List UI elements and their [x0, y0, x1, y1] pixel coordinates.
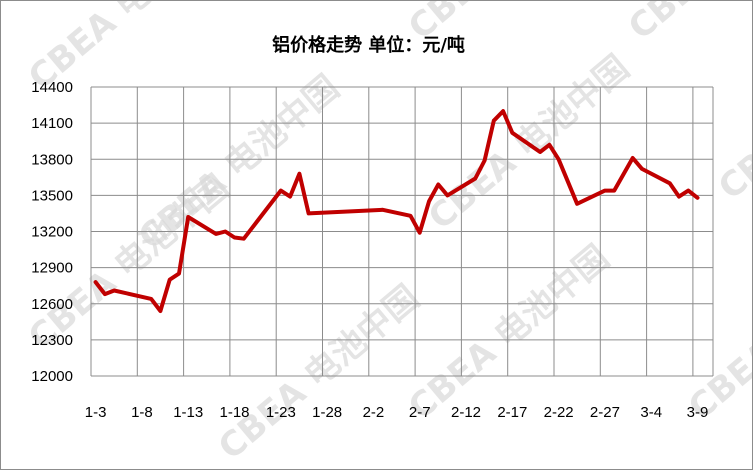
x-tick-label: 1-8 — [131, 404, 153, 421]
x-tick-label: 3-9 — [687, 404, 709, 421]
x-tick-label: 2-12 — [451, 404, 481, 421]
x-tick-label: 1-3 — [85, 404, 107, 421]
y-tick-label: 14100 — [31, 115, 73, 132]
y-tick-label: 12300 — [31, 332, 73, 349]
x-tick-label: 2-7 — [409, 404, 431, 421]
watermark-text: CBEA 电池中国 — [681, 238, 752, 428]
y-tick-label: 13500 — [31, 187, 73, 204]
x-tick-label: 1-13 — [173, 404, 203, 421]
watermark-text: CBEA 电池中国 — [711, 18, 752, 208]
x-tick-label: 3-4 — [640, 404, 662, 421]
watermark-text: CBEA 电池中国 — [401, 238, 617, 428]
series-layer — [93, 109, 700, 313]
watermark-text: CBEA 电池中国 — [621, 1, 752, 48]
y-tick-label: 13800 — [31, 151, 73, 168]
x-tick-label: 2-22 — [544, 404, 574, 421]
x-tick-label: 2-2 — [363, 404, 385, 421]
y-tick-label: 12000 — [31, 368, 73, 385]
chart-title: 铝价格走势 单位：元/吨 — [272, 35, 465, 56]
watermark-text: CBEA 电池中国 — [211, 278, 427, 468]
x-tick-label: 2-17 — [497, 404, 527, 421]
y-tick-labels: 12000 12300 12600 12900 13200 13500 13800 14100… — [31, 79, 73, 385]
y-tick-label: 14400 — [31, 79, 73, 96]
x-tick-label: 1-18 — [220, 404, 250, 421]
x-tick-label: 2-27 — [590, 404, 620, 421]
y-tick-label: 13200 — [31, 224, 73, 241]
y-tick-label: 12900 — [31, 260, 73, 277]
gridlines — [90, 86, 714, 377]
y-tick-label: 12600 — [31, 296, 73, 313]
x-tick-label: 1-28 — [312, 404, 342, 421]
x-tick-labels: 1-3 1-8 1-13 1-18 1-23 1-28 2-2 2-7 2-12 2-17 2-22… — [85, 404, 709, 421]
watermark-text: CBEA 电池中国 — [401, 1, 617, 48]
x-tick-label: 1-23 — [266, 404, 296, 421]
